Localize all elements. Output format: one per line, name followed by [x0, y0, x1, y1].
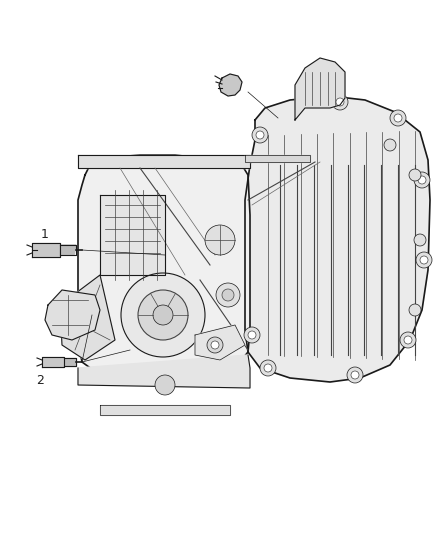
Circle shape	[420, 256, 428, 264]
Circle shape	[264, 364, 272, 372]
Circle shape	[216, 283, 240, 307]
Polygon shape	[78, 355, 250, 388]
Circle shape	[400, 332, 416, 348]
Polygon shape	[100, 195, 165, 275]
Circle shape	[394, 114, 402, 122]
Polygon shape	[78, 155, 250, 168]
Circle shape	[384, 139, 396, 151]
Circle shape	[256, 131, 264, 139]
Polygon shape	[245, 155, 310, 162]
Circle shape	[347, 367, 363, 383]
Circle shape	[222, 289, 234, 301]
Circle shape	[207, 337, 223, 353]
Circle shape	[409, 304, 421, 316]
Polygon shape	[219, 74, 242, 96]
Circle shape	[332, 94, 348, 110]
Polygon shape	[100, 405, 230, 415]
Circle shape	[390, 110, 406, 126]
Polygon shape	[195, 325, 245, 360]
Circle shape	[414, 234, 426, 246]
Circle shape	[155, 375, 175, 395]
Text: 2: 2	[36, 374, 44, 386]
Circle shape	[244, 327, 260, 343]
Circle shape	[336, 98, 344, 106]
Circle shape	[138, 290, 188, 340]
Polygon shape	[64, 358, 76, 366]
Circle shape	[351, 371, 359, 379]
Polygon shape	[42, 357, 64, 367]
Text: 1: 1	[41, 229, 49, 241]
Polygon shape	[60, 245, 76, 255]
Circle shape	[416, 252, 432, 268]
Polygon shape	[295, 58, 345, 120]
Polygon shape	[60, 275, 115, 360]
Circle shape	[252, 127, 268, 143]
Circle shape	[414, 172, 430, 188]
Circle shape	[404, 336, 412, 344]
Polygon shape	[245, 96, 430, 382]
Circle shape	[260, 360, 276, 376]
Circle shape	[153, 305, 173, 325]
Polygon shape	[78, 155, 250, 378]
Circle shape	[205, 225, 235, 255]
Circle shape	[409, 169, 421, 181]
Circle shape	[248, 331, 256, 339]
Polygon shape	[32, 243, 60, 257]
Circle shape	[121, 273, 205, 357]
Polygon shape	[45, 290, 100, 340]
Circle shape	[418, 176, 426, 184]
Circle shape	[211, 341, 219, 349]
